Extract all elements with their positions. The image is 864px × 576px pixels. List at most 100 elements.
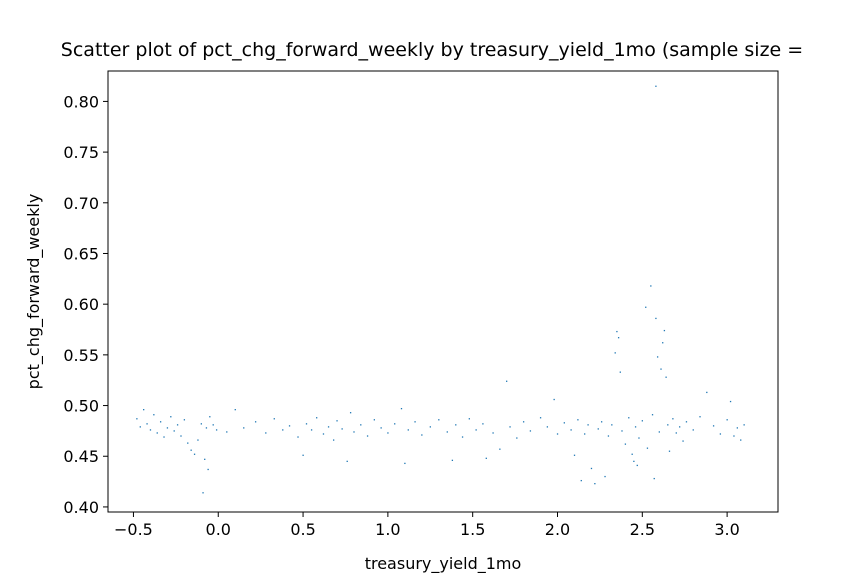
data-point (594, 483, 596, 485)
data-point (633, 460, 635, 463)
data-point (556, 433, 559, 435)
x-axis: −0.5 0.0 0.5 1.0 1.5 2.0 2.5 3.0 (114, 512, 740, 539)
data-point (597, 428, 599, 430)
y-tick-label: 0.55 (63, 346, 99, 365)
data-point (740, 439, 742, 441)
data-point (197, 439, 199, 441)
data-point (341, 428, 343, 430)
data-point (193, 453, 196, 455)
data-point (166, 427, 169, 429)
data-point (522, 421, 525, 423)
data-point (187, 442, 189, 444)
data-point (414, 421, 416, 423)
data-point (553, 398, 555, 401)
data-point (692, 429, 694, 431)
data-point (570, 429, 572, 431)
x-tick-label: −0.5 (114, 520, 153, 539)
data-point (451, 459, 454, 461)
data-point (584, 433, 586, 435)
data-point (636, 464, 638, 467)
x-tick-label: 0.0 (206, 520, 231, 539)
data-point (653, 477, 655, 480)
data-point (529, 430, 532, 432)
data-point (706, 391, 708, 394)
data-point (353, 431, 355, 433)
data-point (646, 447, 649, 449)
data-point (499, 448, 501, 450)
data-point (265, 432, 267, 434)
data-point (332, 439, 335, 441)
data-point (634, 426, 637, 428)
points-layer (136, 85, 745, 494)
data-point (607, 435, 610, 437)
data-point (482, 423, 484, 425)
data-point (404, 462, 406, 465)
data-point (573, 454, 576, 456)
x-tick-label: 2.5 (630, 520, 655, 539)
data-point (712, 425, 715, 427)
data-point (170, 416, 172, 418)
data-point (645, 306, 647, 308)
data-point (614, 352, 616, 354)
data-point (327, 426, 330, 428)
y-tick-label: 0.80 (63, 92, 99, 111)
data-point (407, 429, 409, 431)
data-point (146, 423, 148, 425)
data-point (205, 427, 208, 429)
data-point (628, 417, 630, 419)
x-tick-label: 1.5 (460, 520, 485, 539)
data-point (667, 424, 669, 426)
data-point (373, 419, 375, 421)
data-point (429, 426, 431, 428)
data-point (183, 419, 186, 421)
data-point (719, 433, 722, 435)
y-tick-label: 0.70 (63, 194, 99, 213)
data-point (202, 492, 204, 494)
data-point (668, 450, 671, 452)
data-point (492, 432, 494, 434)
data-point (446, 431, 448, 433)
data-point (387, 432, 389, 434)
data-point (159, 421, 162, 423)
data-point (624, 443, 627, 445)
data-point (682, 440, 684, 442)
data-point (563, 422, 565, 424)
data-point (380, 427, 382, 429)
data-point (638, 437, 640, 439)
data-point (726, 419, 728, 421)
data-point (600, 421, 603, 423)
plot-frame (107, 70, 779, 513)
y-tick-label: 0.40 (63, 498, 99, 517)
data-point (662, 342, 664, 344)
data-point (438, 419, 440, 421)
data-point (176, 424, 179, 426)
data-point (733, 435, 735, 437)
data-point (590, 467, 593, 470)
data-point (302, 454, 304, 456)
data-point (226, 431, 228, 433)
y-tick-label: 0.75 (63, 143, 99, 162)
data-point (665, 376, 667, 378)
data-point (297, 436, 299, 438)
data-point (400, 407, 403, 410)
data-point (736, 427, 738, 429)
x-tick-label: 3.0 (714, 520, 739, 539)
data-point (468, 418, 470, 420)
data-point (631, 453, 633, 455)
data-point (675, 432, 677, 434)
data-point (209, 416, 211, 418)
data-point (173, 430, 175, 432)
data-point (506, 380, 508, 382)
data-point (699, 416, 701, 418)
data-point (215, 429, 218, 431)
y-tick-label: 0.45 (63, 447, 99, 466)
data-point (234, 409, 236, 411)
data-point (282, 429, 284, 431)
data-point (273, 418, 275, 420)
data-point (366, 435, 369, 437)
data-point (305, 423, 308, 425)
data-point (641, 420, 643, 422)
data-point (455, 424, 457, 426)
